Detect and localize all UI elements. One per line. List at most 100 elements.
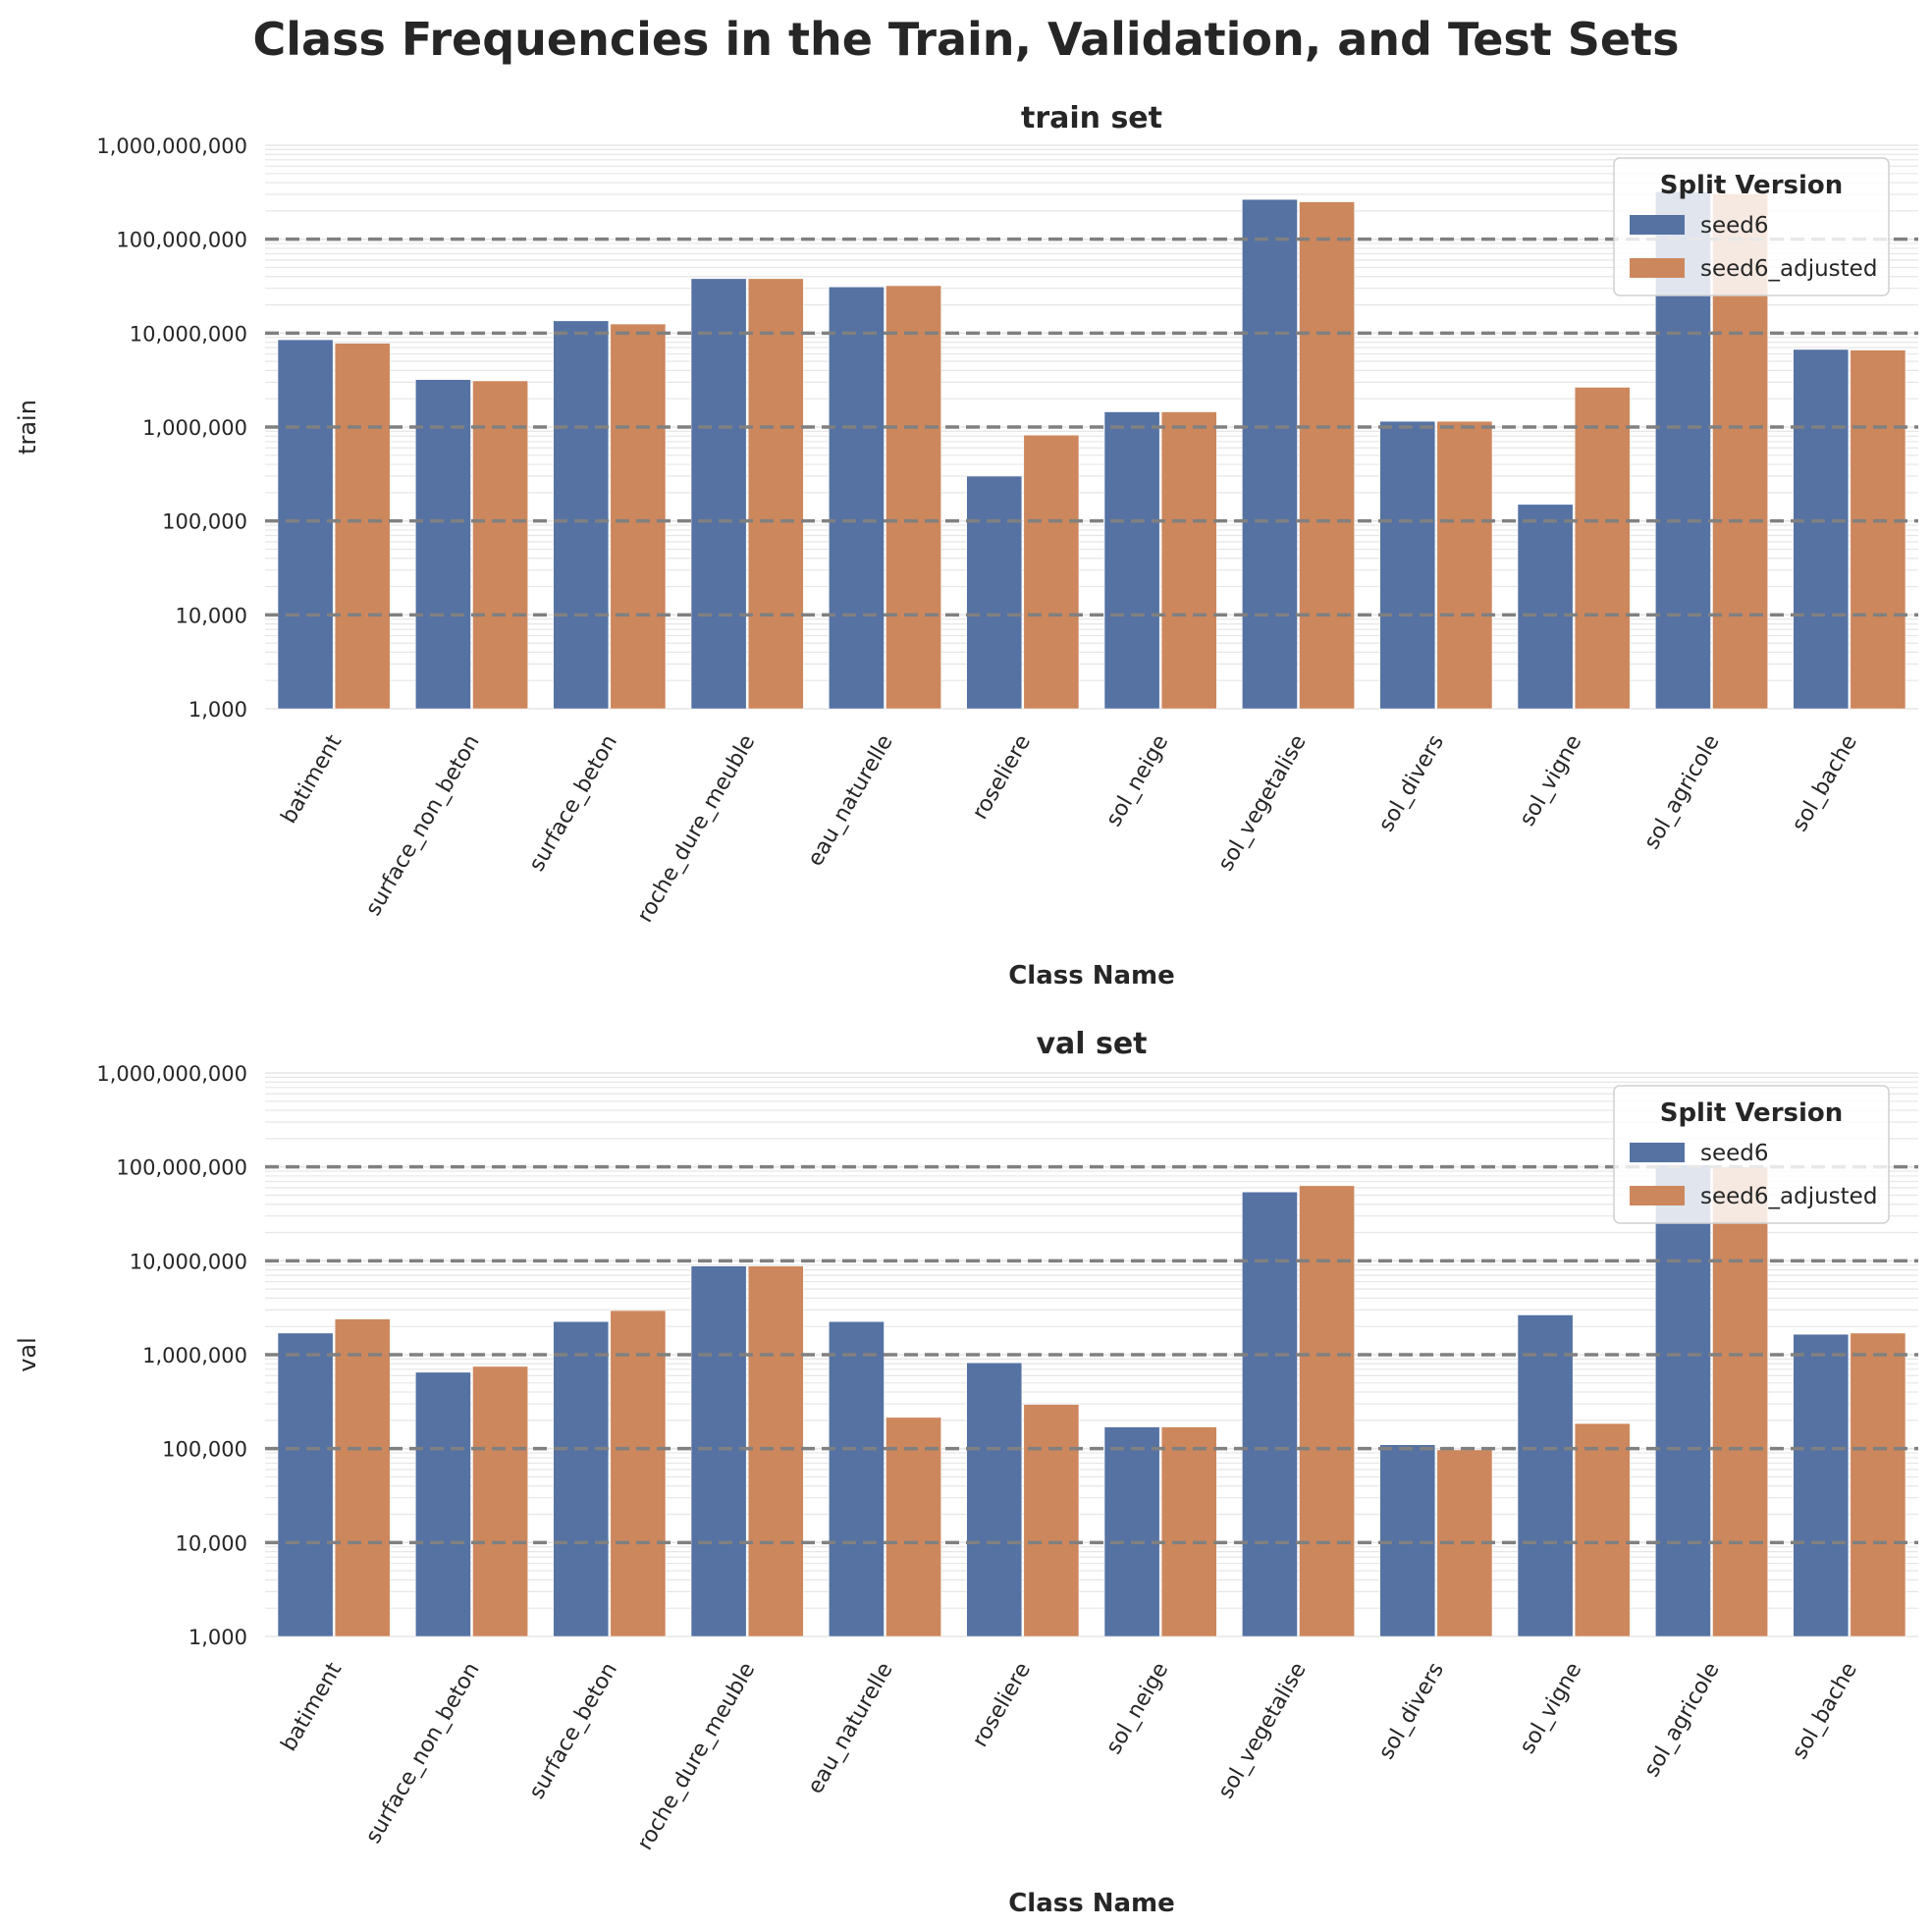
bar-seed6-roche-dure-meuble	[690, 278, 747, 710]
x-tick-label: eau_naturelle	[803, 1659, 898, 1798]
bar-seed6-adjusted-roche-dure-meuble	[747, 1265, 804, 1637]
legend-swatch-seed6	[1630, 215, 1685, 235]
legend-label-seed6: seed6	[1700, 1141, 1769, 1166]
bar-seed6-adjusted-sol-divers	[1436, 420, 1493, 710]
x-axis-label: Class Name	[1008, 961, 1175, 991]
y-tick-label: 1,000,000	[142, 1344, 247, 1367]
y-tick-label: 10,000	[176, 1531, 247, 1555]
train-panel: 1,000 10,000 100,000 1,000,000 10,000,000 100…	[14, 101, 1918, 991]
x-tick-label: batiment	[277, 730, 348, 828]
bar-seed6-sol-neige	[1103, 411, 1160, 710]
panel-title: val set	[1036, 1027, 1147, 1061]
bar-seed6-adjusted-roche-dure-meuble	[747, 278, 804, 710]
bar-seed6-surface-beton	[553, 1321, 610, 1637]
bar-seed6-adjusted-sol-neige	[1160, 1426, 1217, 1637]
x-tick-label: sol_neige	[1101, 731, 1173, 831]
bar-seed6-sol-vegetalise	[1242, 198, 1298, 710]
val-panel: 1,000 10,000 100,000 1,000,000 10,000,000 100…	[14, 1027, 1918, 1918]
x-tick-label: sol_vigne	[1515, 731, 1586, 830]
bar-seed6-adjusted-sol-bache	[1850, 349, 1906, 710]
y-tick-label: 10,000,000	[130, 1250, 247, 1273]
legend-swatch-seed6-adjusted	[1630, 258, 1685, 278]
bar-seed6-sol-vigne	[1517, 1314, 1574, 1637]
x-tick-label: sol_agricole	[1639, 731, 1725, 854]
y-tick-label: 100,000	[162, 510, 247, 534]
x-tick-label: sol_vegetalise	[1213, 731, 1311, 876]
bar-seed6-adjusted-eau-naturelle	[886, 1417, 941, 1637]
bar-seed6-sol-bache	[1793, 348, 1850, 710]
x-tick-label: sol_vegetalise	[1213, 1659, 1311, 1803]
bar-seed6-eau-naturelle	[829, 1321, 885, 1637]
x-tick-label: batiment	[277, 1658, 348, 1755]
bar-seed6-surface-non-beton	[415, 379, 471, 710]
bar-seed6-sol-agricole	[1655, 1164, 1711, 1637]
panel-title: train set	[1021, 101, 1162, 135]
bar-seed6-adjusted-sol-vigne	[1574, 1422, 1631, 1637]
bar-seed6-surface-non-beton	[415, 1371, 471, 1637]
x-tick-label: surface_beton	[524, 1659, 622, 1803]
bar-seed6-adjusted-sol-vigne	[1574, 387, 1631, 710]
bar-seed6-adjusted-sol-vegetalise	[1299, 201, 1355, 710]
bar-seed6-eau-naturelle	[829, 287, 885, 710]
decade-dashed-lines	[265, 1164, 1918, 1545]
bars	[277, 1164, 1906, 1637]
legend-swatch-seed6-adjusted	[1630, 1186, 1685, 1205]
bar-seed6-adjusted-sol-neige	[1160, 411, 1217, 710]
bar-seed6-batiment	[277, 339, 334, 710]
bar-seed6-surface-beton	[553, 320, 610, 710]
legend-label-seed6-adjusted: seed6_adjusted	[1700, 1184, 1877, 1209]
y-tick-label: 1,000	[188, 1626, 247, 1649]
decade-dashed-lines	[265, 237, 1918, 617]
bar-seed6-adjusted-sol-bache	[1850, 1332, 1906, 1637]
bar-seed6-adjusted-batiment	[334, 343, 391, 710]
x-tick-label: sol_vigne	[1515, 1659, 1586, 1758]
bar-seed6-sol-divers	[1379, 420, 1436, 710]
x-tick-label: sol_divers	[1374, 1659, 1449, 1764]
bar-seed6-adjusted-sol-agricole	[1712, 1166, 1768, 1637]
x-tick-label: eau_naturelle	[803, 731, 898, 871]
x-axis-label: Class Name	[1008, 1889, 1175, 1918]
x-tick-label: sol_bache	[1788, 731, 1862, 836]
bar-seed6-adjusted-batiment	[334, 1318, 391, 1637]
bar-seed6-adjusted-surface-non-beton	[472, 380, 528, 710]
y-tick-label: 100,000	[162, 1438, 247, 1462]
legend: Split Version seed6 seed6_adjusted	[1613, 1085, 1890, 1224]
y-tick-label: 100,000,000	[116, 1156, 247, 1180]
bar-seed6-adjusted-roseliere	[1023, 1404, 1080, 1637]
y-tick-label: 1,000,000,000	[96, 134, 247, 158]
bar-seed6-adjusted-surface-non-beton	[472, 1366, 528, 1637]
bar-seed6-sol-bache	[1793, 1333, 1850, 1637]
bar-seed6-adjusted-surface-beton	[610, 323, 667, 710]
legend-title: Split Version	[1660, 1098, 1844, 1128]
y-axis-label: val	[14, 1337, 41, 1372]
y-tick-label: 10,000,000	[130, 322, 247, 346]
x-tick-label: roche_dure_meuble	[633, 731, 761, 928]
x-tick-label: sol_bache	[1788, 1659, 1862, 1764]
y-tick-label: 1,000,000,000	[96, 1062, 247, 1086]
bar-seed6-sol-vegetalise	[1242, 1192, 1298, 1637]
y-tick-label: 1,000,000	[142, 416, 247, 440]
x-tick-label: roseliere	[968, 1659, 1036, 1752]
y-tick-label: 10,000	[176, 604, 247, 627]
y-axis-label: train	[14, 400, 41, 455]
y-tick-label: 1,000	[188, 698, 247, 722]
x-tick-label: roseliere	[968, 731, 1036, 825]
bar-seed6-adjusted-sol-vegetalise	[1299, 1185, 1355, 1637]
bar-seed6-adjusted-roseliere	[1023, 434, 1080, 710]
bar-seed6-adjusted-surface-beton	[610, 1310, 667, 1637]
x-tick-label: surface_beton	[524, 731, 622, 876]
bar-seed6-batiment	[277, 1332, 334, 1637]
legend-label-seed6-adjusted: seed6_adjusted	[1700, 256, 1877, 282]
bar-seed6-roseliere	[966, 475, 1023, 710]
x-tick-label: surface_non_beton	[361, 1659, 485, 1848]
y-tick-label: 100,000,000	[116, 229, 247, 252]
legend: Split Version seed6 seed6_adjusted	[1613, 157, 1890, 296]
legend-label-seed6: seed6	[1700, 213, 1769, 239]
figure-title: Class Frequencies in the Train, Validati…	[253, 13, 1680, 66]
bar-seed6-roseliere	[966, 1362, 1023, 1637]
bar-seed6-sol-vigne	[1517, 504, 1574, 710]
legend-title: Split Version	[1660, 171, 1844, 200]
x-tick-label: sol_divers	[1374, 731, 1449, 836]
